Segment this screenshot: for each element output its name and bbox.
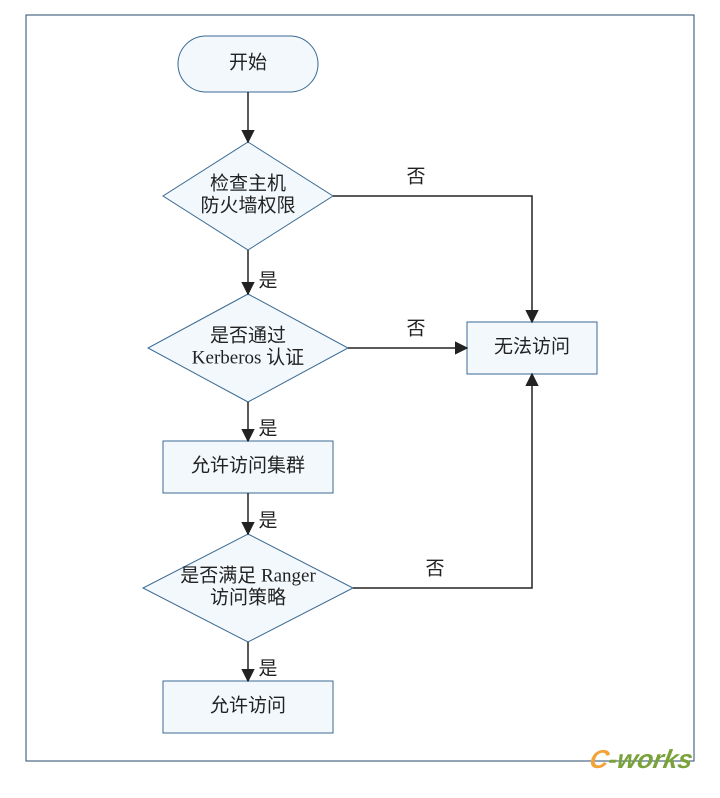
edge-2-label: 是 <box>258 418 277 439</box>
diagram-frame <box>26 15 694 761</box>
edge-5-label: 否 <box>406 166 425 187</box>
node-start: 开始 <box>178 36 318 92</box>
flowchart-canvas: 开始检查主机防火墙权限是否通过Kerberos 认证允许访问集群是否满足 Ran… <box>0 0 720 793</box>
node-r2: 允许访问 <box>163 681 333 733</box>
node-r1: 允许访问集群 <box>163 441 333 493</box>
node-r1-label: 允许访问集群 <box>191 454 305 476</box>
node-deny-label: 无法访问 <box>494 335 570 357</box>
node-d1-label: 防火墙权限 <box>200 194 295 216</box>
node-d1-label: 检查主机 <box>210 172 286 194</box>
node-d2-label: Kerberos 认证 <box>192 346 304 368</box>
edge-3-label: 是 <box>258 510 277 531</box>
edge-4-label: 是 <box>258 658 277 679</box>
watermark-rest: -works <box>606 744 695 774</box>
edge-6-label: 否 <box>406 318 425 339</box>
node-d3-label: 访问策略 <box>210 586 286 608</box>
edge-7-label: 否 <box>425 558 444 579</box>
node-start-label: 开始 <box>229 51 267 73</box>
node-r2-label: 允许访问 <box>210 694 286 716</box>
watermark: C-works <box>587 744 695 775</box>
node-d3-label: 是否满足 Ranger <box>180 564 316 586</box>
edge-1-label: 是 <box>258 270 277 291</box>
node-deny: 无法访问 <box>467 322 597 374</box>
node-d2-label: 是否通过 <box>210 324 286 346</box>
